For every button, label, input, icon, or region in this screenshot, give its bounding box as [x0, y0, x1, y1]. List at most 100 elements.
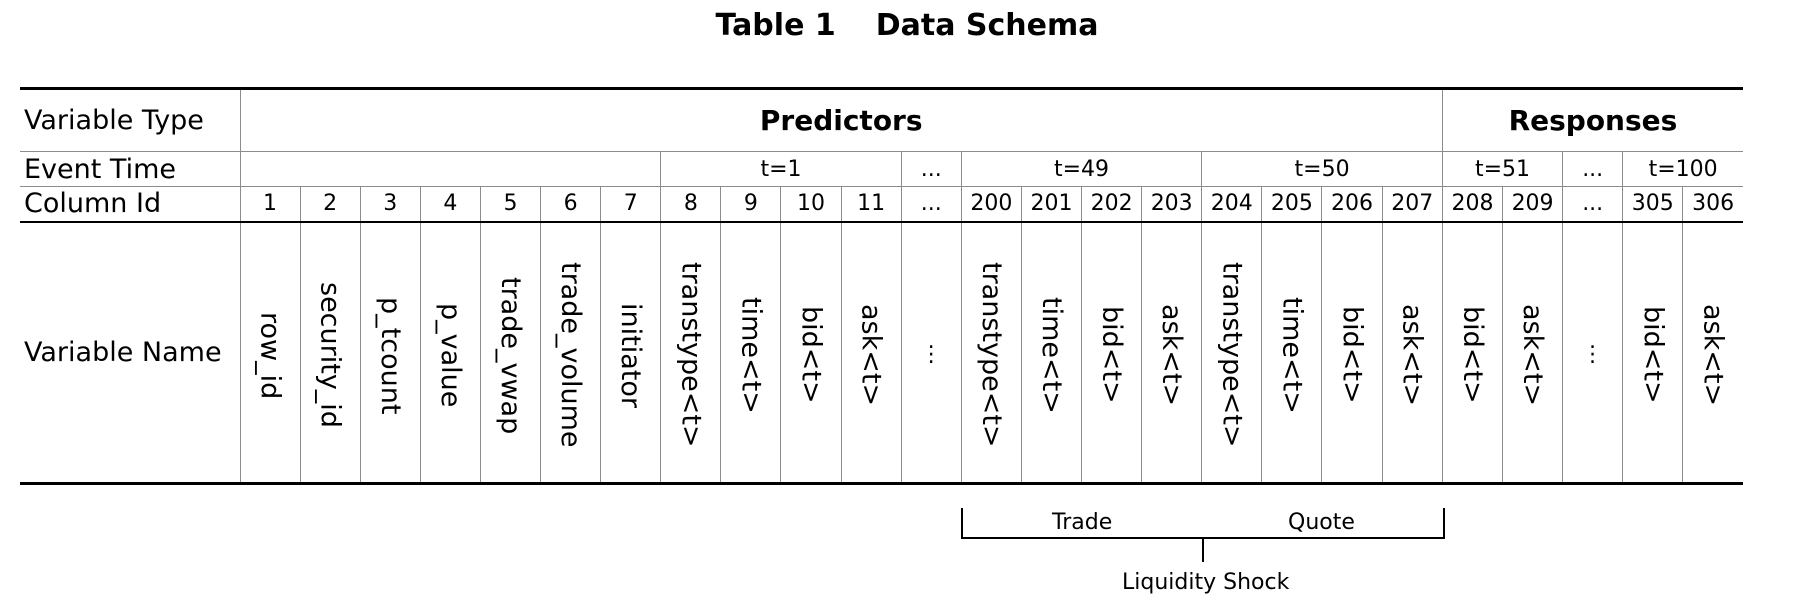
- variable-name: ask<t>: [1517, 304, 1549, 407]
- variable-name-cell: initiator: [600, 221, 662, 484]
- variable-name: bid<t>: [1336, 306, 1368, 405]
- ellipsis-marker: ⋮: [920, 341, 943, 367]
- variable-name-cell: bid<t>: [1622, 221, 1684, 484]
- row-label-column-id: Column Id: [20, 186, 241, 222]
- column-id-cell: 209: [1502, 186, 1564, 222]
- column-id-cell: 202: [1081, 186, 1143, 222]
- column-id-cell: 7: [600, 186, 662, 222]
- column-id-cell: 3: [359, 186, 421, 222]
- variable-name: trade_volume: [555, 262, 587, 448]
- variable-name: ask<t>: [1396, 304, 1428, 407]
- variable-name: bid<t>: [1637, 306, 1669, 405]
- column-id-cell: 206: [1321, 186, 1383, 222]
- variable-name: initiator: [615, 302, 647, 408]
- group-predictors: Predictors: [239, 88, 1443, 152]
- variable-name: transtype<t>: [975, 262, 1007, 449]
- event-time-cell: ...: [1562, 151, 1624, 187]
- ellipsis-marker: ⋮: [1581, 341, 1604, 367]
- variable-name: transtype<t>: [675, 262, 707, 449]
- column-id-cell: 11: [840, 186, 902, 222]
- column-id-cell: 1: [239, 186, 301, 222]
- variable-name-cell: trade_vwap: [479, 221, 542, 484]
- variable-name-cell: transtype<t>: [960, 221, 1022, 484]
- variable-name: trade_vwap: [494, 276, 526, 434]
- variable-name-row: Variable Name row_id security_id p_tcount p…: [20, 221, 1743, 484]
- variable-name: ask<t>: [1697, 304, 1729, 407]
- variable-name: bid<t>: [1096, 306, 1128, 405]
- variable-name-cell: ask<t>: [1682, 221, 1743, 484]
- variable-name-cell: bid<t>: [780, 221, 842, 484]
- event-time-cell: ...: [900, 151, 962, 187]
- column-id-cell: 205: [1261, 186, 1323, 222]
- variable-name-cell: ask<t>: [1141, 221, 1203, 484]
- trade-label: Trade: [1052, 510, 1113, 535]
- column-id-cell: 207: [1381, 186, 1443, 222]
- variable-name-cell: transtype<t>: [1201, 221, 1263, 484]
- column-id-cell: 5: [479, 186, 542, 222]
- column-id-cell: 306: [1682, 186, 1743, 222]
- variable-type-row: Variable Type Predictors Responses: [20, 88, 1743, 152]
- variable-name-cell: bid<t>: [1321, 221, 1383, 484]
- row-label-event-time: Event Time: [20, 151, 241, 187]
- variable-name: bid<t>: [795, 306, 827, 405]
- liquidity-shock-label: Liquidity Shock: [1122, 570, 1290, 595]
- column-id-cell: 9: [720, 186, 782, 222]
- variable-name-cell: time<t>: [1261, 221, 1323, 484]
- column-id-cell: 203: [1141, 186, 1203, 222]
- event-time-blank: [239, 151, 662, 187]
- column-id-cell: 10: [780, 186, 842, 222]
- variable-name-cell: p_tcount: [359, 221, 421, 484]
- event-time-cell: t=50: [1201, 151, 1443, 187]
- event-time-row: Event Time t=1 ... t=49 t=50 t=51 ... t=…: [20, 151, 1743, 187]
- row-label-variable-type: Variable Type: [20, 88, 241, 152]
- variable-name-cell: ask<t>: [1502, 221, 1564, 484]
- variable-name: p_tcount: [374, 296, 406, 414]
- variable-name: time<t>: [1276, 296, 1308, 414]
- variable-name-cell: bid<t>: [1081, 221, 1143, 484]
- column-id-cell: 201: [1020, 186, 1083, 222]
- variable-name: time<t>: [735, 296, 767, 414]
- variable-name-cell: transtype<t>: [660, 221, 722, 484]
- variable-name-cell: time<t>: [1020, 221, 1083, 484]
- variable-name: bid<t>: [1456, 306, 1488, 405]
- event-time-cell: t=1: [660, 151, 902, 187]
- table-number: Table 1: [715, 8, 836, 43]
- event-time-cell: t=49: [960, 151, 1203, 187]
- column-id-cell: 305: [1622, 186, 1684, 222]
- variable-name: security_id: [314, 282, 346, 429]
- variable-name-cell: row_id: [239, 221, 301, 484]
- variable-name-cell: time<t>: [720, 221, 782, 484]
- variable-name-cell: trade_volume: [540, 221, 602, 484]
- column-id-cell: 200: [960, 186, 1022, 222]
- column-id-cell: 208: [1441, 186, 1504, 222]
- column-id-cell: 4: [419, 186, 481, 222]
- variable-name-cell: security_id: [299, 221, 361, 484]
- event-time-cell: t=51: [1441, 151, 1564, 187]
- column-id-row: Column Id 1 2 3 4 5 6 7 8 9 10 11... 200 201 202 203 20…: [20, 186, 1743, 222]
- variable-name: transtype<t>: [1216, 262, 1248, 449]
- variable-name-cell: ⋮: [1562, 221, 1624, 484]
- variable-name-cell: bid<t>: [1441, 221, 1504, 484]
- data-schema-table: Variable Type Predictors Responses Event…: [20, 87, 1743, 485]
- variable-name-cell: p_value: [419, 221, 481, 484]
- variable-name: time<t>: [1035, 296, 1067, 414]
- variable-name-cell: ask<t>: [1381, 221, 1443, 484]
- group-responses: Responses: [1441, 88, 1743, 152]
- variable-name: ask<t>: [1156, 304, 1188, 407]
- trade-quote-bracket: [961, 508, 1445, 539]
- column-id-cell: ...: [1562, 186, 1624, 222]
- table-caption: Data Schema: [875, 8, 1099, 43]
- variable-name: ask<t>: [855, 304, 887, 407]
- variable-name-cell: ask<t>: [840, 221, 902, 484]
- column-id-cell: ...: [900, 186, 962, 222]
- variable-name: row_id: [254, 311, 286, 399]
- variable-name: p_value: [434, 303, 466, 408]
- variable-name-cell: ⋮: [900, 221, 962, 484]
- quote-label: Quote: [1288, 510, 1355, 535]
- column-id-cell: 2: [299, 186, 361, 222]
- column-id-cell: 6: [540, 186, 602, 222]
- column-id-cell: 8: [660, 186, 722, 222]
- row-label-variable-name: Variable Name: [20, 221, 241, 484]
- column-id-cell: 204: [1201, 186, 1263, 222]
- event-time-cell: t=100: [1622, 151, 1743, 187]
